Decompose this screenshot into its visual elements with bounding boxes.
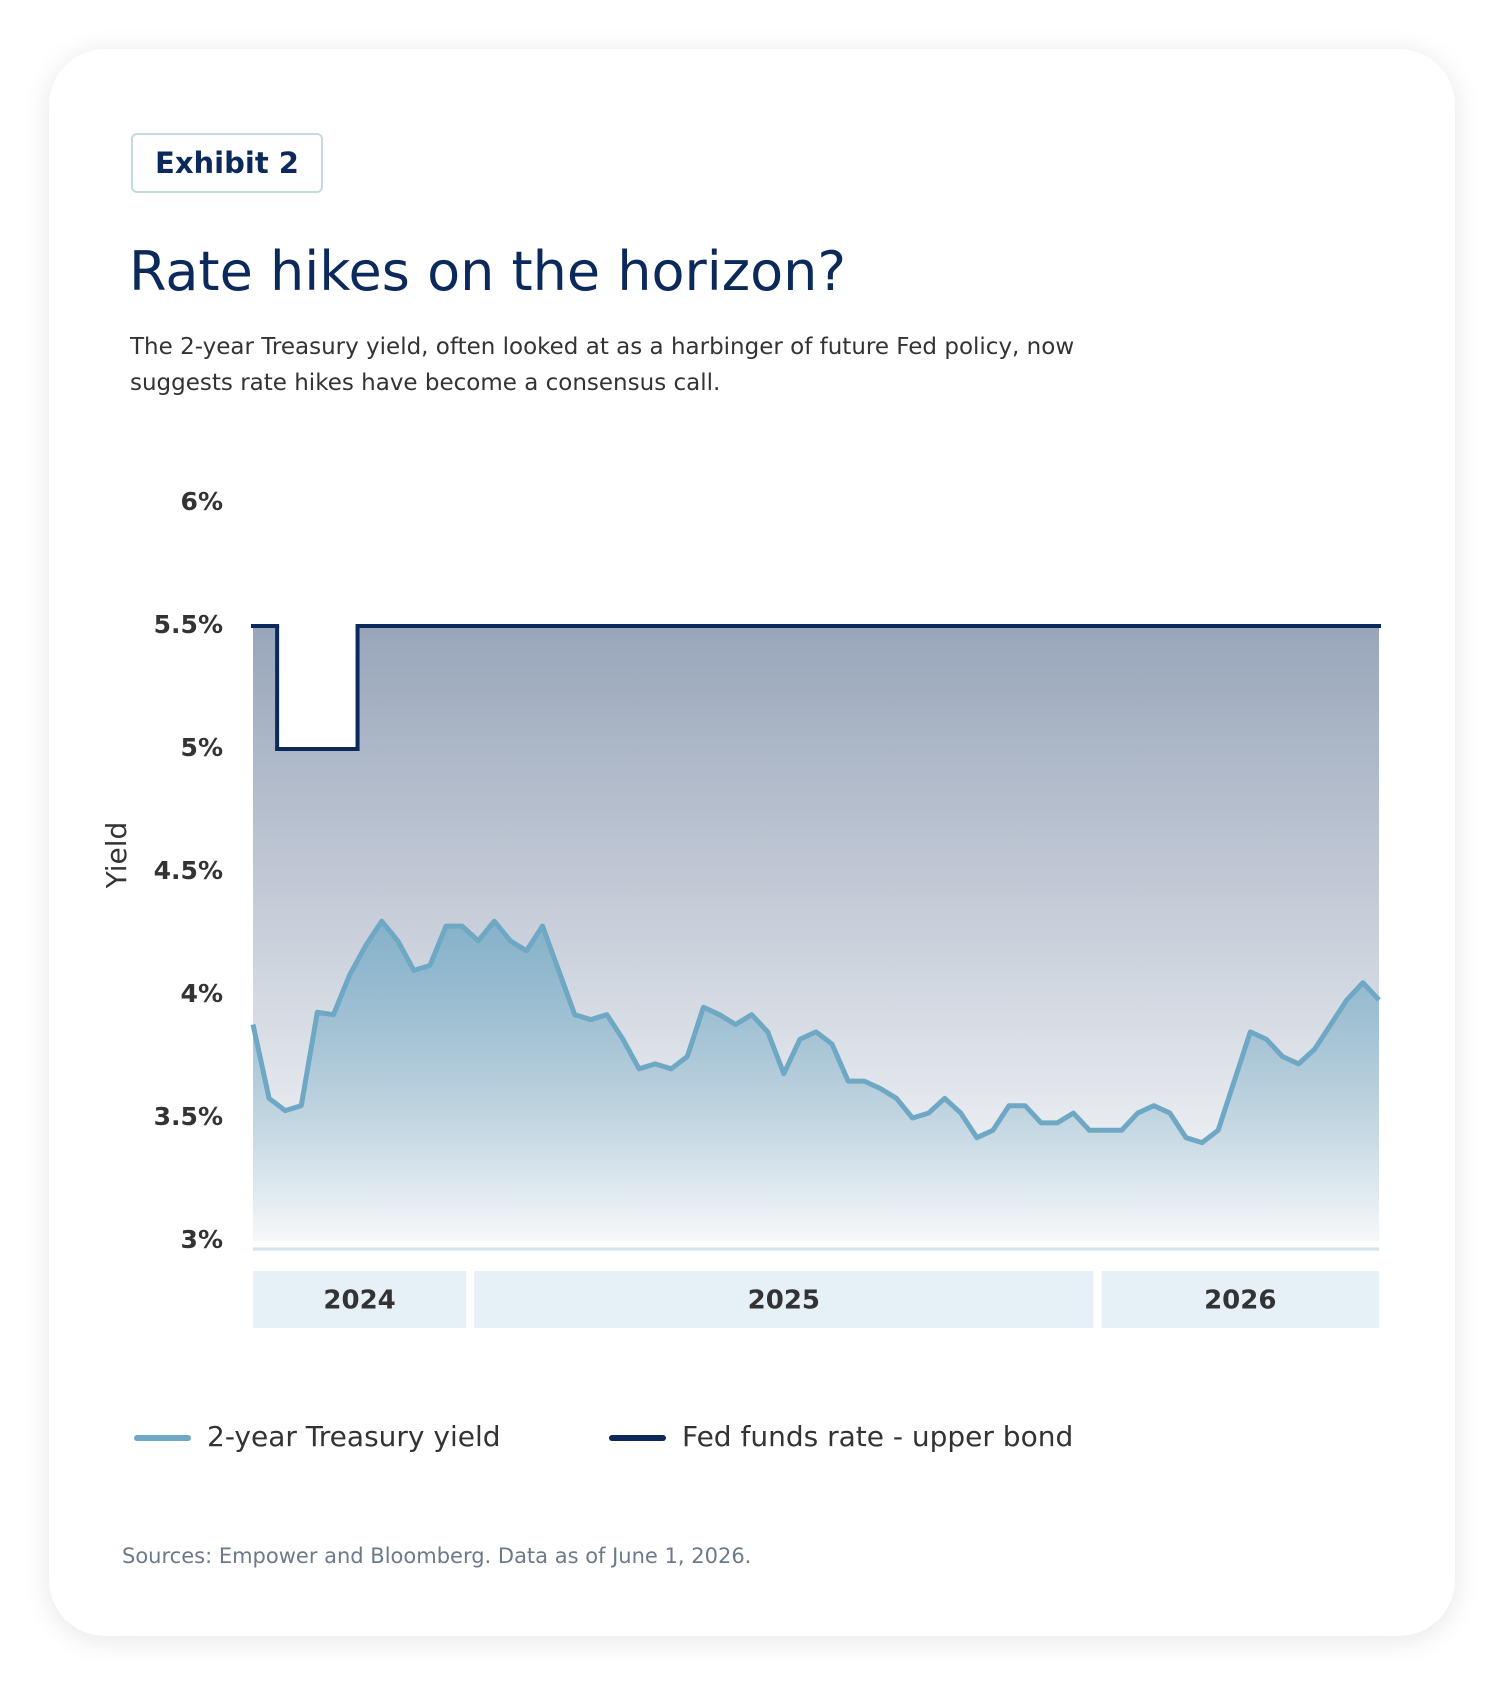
y-tick-label: 4% (181, 979, 223, 1008)
y-tick-label: 3.5% (154, 1102, 223, 1131)
source-note: Sources: Empower and Bloomberg. Data as … (122, 1544, 752, 1568)
legend-label: 2-year Treasury yield (207, 1420, 501, 1453)
y-tick-label: 5.5% (154, 610, 223, 639)
line (250, 918, 1381, 1146)
y-axis-label: Yield (100, 822, 133, 890)
subtitle: suggests rate hikes have become a consen… (130, 370, 721, 396)
year-band (474, 1271, 1094, 1328)
x-tick-label: 2025 (748, 1286, 820, 1316)
y-tick-label: 6% (181, 487, 223, 516)
exhibit-badge: Exhibit 2 (131, 133, 323, 193)
year-band (1101, 1271, 1379, 1328)
area-fill (253, 921, 1379, 1241)
x-tick-label: 2026 (1204, 1286, 1276, 1316)
chart-title: Rate hikes on the horizon? (129, 240, 847, 303)
year-band (253, 1271, 467, 1328)
legend-item: Fed funds rate - upper bond (609, 1420, 1073, 1453)
y-tick-label: 4.5% (154, 856, 223, 885)
legend-swatch (609, 1435, 666, 1441)
subtitle: The 2-year Treasury yield, often looked … (130, 334, 1075, 360)
legend-item: 2-year Treasury yield (134, 1420, 501, 1453)
x-tick-label: 2024 (323, 1286, 395, 1316)
y-tick-label: 3% (181, 1225, 223, 1254)
y-tick-label: 5% (181, 733, 223, 762)
legend-swatch (134, 1435, 191, 1441)
legend-label: Fed funds rate - upper bond (682, 1420, 1074, 1453)
